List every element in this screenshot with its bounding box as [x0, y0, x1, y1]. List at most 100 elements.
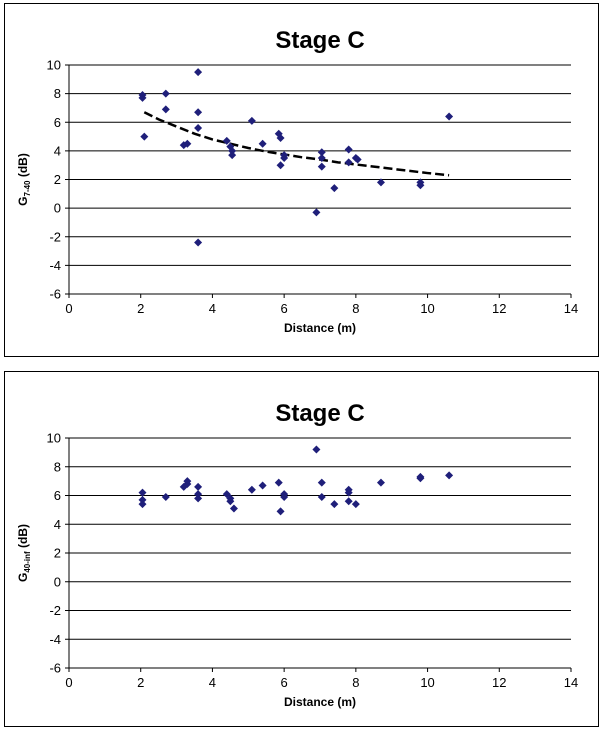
data-point [344, 158, 353, 167]
y-axis-label-main: G [16, 573, 30, 582]
data-point [194, 482, 203, 491]
y-tick-label: -4 [49, 632, 61, 647]
data-point [183, 139, 192, 148]
x-tick-label: 4 [209, 675, 216, 690]
data-point [140, 132, 149, 141]
data-point [280, 492, 289, 501]
x-tick-label: 6 [281, 301, 288, 316]
data-point [161, 492, 170, 501]
data-point [317, 162, 326, 171]
data-point [317, 478, 326, 487]
y-tick-label: 10 [47, 431, 61, 446]
data-point [330, 184, 339, 193]
data-point [226, 497, 235, 506]
x-tick-label: 0 [65, 675, 72, 690]
data-point [351, 500, 360, 509]
x-axis-label: Distance (m) [284, 695, 356, 709]
data-point [276, 133, 285, 142]
y-tick-label: 8 [54, 86, 61, 101]
x-tick-label: 6 [281, 675, 288, 690]
y-tick-label: 6 [54, 115, 61, 130]
data-point [416, 474, 425, 483]
y-tick-label: 4 [54, 143, 61, 158]
y-tick-label: 0 [54, 574, 61, 589]
x-tick-label: 14 [564, 301, 578, 316]
y-axis-label-subscript: 7-40 [23, 180, 32, 197]
data-point [312, 445, 321, 454]
chart-panel-top: Stage C -6 -4 -2 0 2 4 6 8 10 0 2 4 6 8 10 12 14 Distance … [4, 3, 599, 357]
y-tick-label: 2 [54, 172, 61, 187]
x-tick-label: 10 [420, 675, 434, 690]
data-point [194, 123, 203, 132]
data-point [312, 208, 321, 217]
data-point [258, 139, 267, 148]
y-tick-label: -2 [49, 603, 61, 618]
y-axis-label-unit: (dB) [16, 153, 30, 180]
y-tick-label: 2 [54, 546, 61, 561]
x-tick-label: 10 [420, 301, 434, 316]
data-point [228, 151, 237, 160]
data-point [194, 108, 203, 117]
chart-title: Stage C [275, 27, 364, 54]
data-point [138, 495, 147, 504]
data-point [416, 181, 425, 190]
data-point [344, 497, 353, 506]
y-tick-label: 0 [54, 201, 61, 216]
data-point [138, 488, 147, 497]
data-point [276, 161, 285, 170]
data-point [228, 146, 237, 155]
scatter-chart-top: Stage C -6 -4 -2 0 2 4 6 8 10 0 2 4 6 8 10 12 14 Distance … [16, 27, 578, 335]
data-point [194, 494, 203, 503]
data-point [138, 500, 147, 509]
data-point [247, 485, 256, 494]
chart-title: Stage C [275, 400, 364, 427]
data-point [183, 477, 192, 486]
x-axis-label: Distance (m) [284, 321, 356, 335]
x-tick-label: 2 [137, 301, 144, 316]
y-axis-label-subscript: 40-inf [23, 551, 32, 573]
data-point [138, 93, 147, 102]
y-tick-label: -6 [49, 661, 61, 676]
y-axis-label: G7-40 (dB) [16, 153, 32, 206]
data-point [194, 490, 203, 499]
y-tick-label: 6 [54, 488, 61, 503]
y-tick-label: 4 [54, 517, 61, 532]
data-point [229, 504, 238, 513]
data-point [274, 478, 283, 487]
y-tick-label: -4 [49, 258, 61, 273]
data-point [376, 478, 385, 487]
data-point [161, 89, 170, 98]
x-tick-label: 0 [65, 301, 72, 316]
x-tick-label: 12 [492, 301, 506, 316]
x-tick-label: 12 [492, 675, 506, 690]
y-axis-label-main: G [16, 197, 30, 206]
x-tick-label: 2 [137, 675, 144, 690]
data-point [344, 488, 353, 497]
data-point [376, 178, 385, 187]
data-point [222, 136, 231, 145]
y-tick-label: 10 [47, 58, 61, 73]
chart-panel-bottom: Stage C -6 -4 -2 0 2 4 6 8 10 0 2 4 6 8 10 12 14 Distance … [4, 371, 599, 727]
data-point [258, 481, 267, 490]
data-point [247, 116, 256, 125]
data-point [317, 492, 326, 501]
data-point [445, 112, 454, 121]
data-point [194, 238, 203, 247]
scatter-chart-bottom: Stage C -6 -4 -2 0 2 4 6 8 10 0 2 4 6 8 10 12 14 Distance … [16, 400, 578, 709]
data-point [194, 68, 203, 77]
data-point [353, 155, 362, 164]
data-point [445, 471, 454, 480]
data-point [330, 500, 339, 509]
x-tick-label: 4 [209, 301, 216, 316]
data-point [344, 145, 353, 154]
data-point [317, 154, 326, 163]
y-tick-label: -2 [49, 229, 61, 244]
x-tick-label: 8 [352, 675, 359, 690]
data-point [317, 148, 326, 157]
data-point [161, 105, 170, 114]
x-tick-label: 14 [564, 675, 578, 690]
y-tick-label: 8 [54, 459, 61, 474]
x-tick-label: 8 [352, 301, 359, 316]
data-point [276, 507, 285, 516]
data-point [280, 154, 289, 163]
